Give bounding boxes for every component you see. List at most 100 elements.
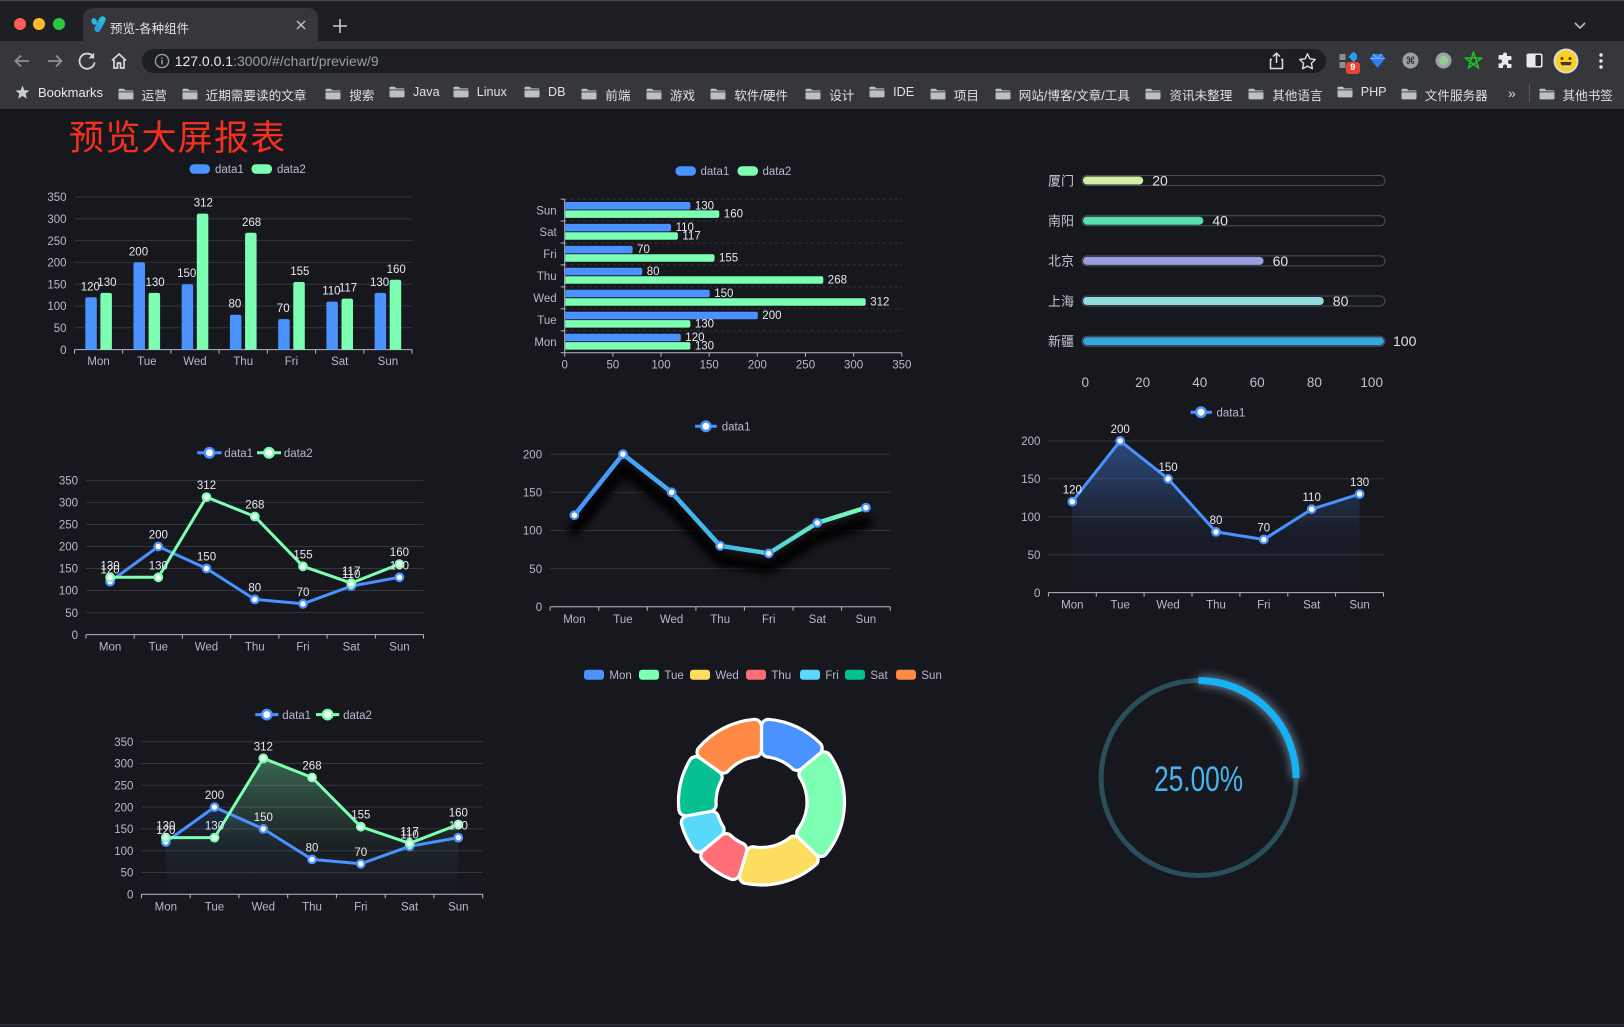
- svg-text:350: 350: [114, 737, 133, 749]
- svg-text:data1: data1: [701, 166, 730, 178]
- svg-text:120: 120: [156, 825, 175, 837]
- svg-text:data1: data1: [282, 710, 311, 722]
- svg-text:Sun: Sun: [856, 614, 876, 626]
- svg-text:Mon: Mon: [609, 670, 631, 682]
- svg-text:Tue: Tue: [664, 670, 683, 682]
- svg-text:117: 117: [400, 826, 418, 838]
- svg-text:110: 110: [676, 222, 694, 234]
- svg-text:100: 100: [59, 586, 78, 598]
- svg-text:Fri: Fri: [762, 614, 775, 626]
- svg-text:60: 60: [1250, 375, 1265, 390]
- svg-text:0: 0: [1034, 588, 1040, 600]
- svg-text:Sat: Sat: [401, 901, 419, 913]
- svg-text:130: 130: [695, 318, 714, 330]
- svg-text:155: 155: [293, 549, 312, 561]
- svg-text:200: 200: [1021, 436, 1040, 448]
- svg-text:200: 200: [205, 790, 224, 802]
- svg-text:Tue: Tue: [613, 614, 632, 626]
- svg-text:150: 150: [1021, 474, 1040, 486]
- svg-text:Sun: Sun: [921, 670, 941, 682]
- svg-text:上海: 上海: [1048, 294, 1074, 309]
- svg-text:70: 70: [1257, 523, 1270, 535]
- svg-text:350: 350: [47, 192, 66, 204]
- svg-text:北京: 北京: [1048, 254, 1074, 269]
- svg-text:300: 300: [114, 759, 133, 771]
- svg-text:117: 117: [339, 283, 357, 295]
- svg-text:100: 100: [1021, 512, 1040, 524]
- svg-text:70: 70: [297, 587, 310, 599]
- svg-text:130: 130: [146, 277, 165, 289]
- svg-text:Mon: Mon: [1061, 600, 1083, 612]
- svg-text:70: 70: [277, 303, 290, 315]
- svg-text:data1: data1: [215, 164, 244, 176]
- svg-text:Wed: Wed: [660, 614, 683, 626]
- svg-text:150: 150: [177, 268, 196, 280]
- svg-text:Fri: Fri: [296, 642, 309, 654]
- svg-text:312: 312: [254, 741, 273, 753]
- svg-text:Thu: Thu: [537, 271, 557, 283]
- svg-text:130: 130: [205, 821, 224, 833]
- svg-text:200: 200: [762, 310, 781, 322]
- svg-text:新疆: 新疆: [1048, 334, 1074, 349]
- svg-text:Mon: Mon: [563, 614, 585, 626]
- svg-text:250: 250: [47, 236, 66, 248]
- svg-text:100: 100: [114, 846, 133, 858]
- svg-text:130: 130: [156, 821, 175, 833]
- svg-text:200: 200: [523, 449, 542, 461]
- svg-text:200: 200: [114, 802, 133, 814]
- svg-text:150: 150: [714, 288, 733, 300]
- svg-text:Wed: Wed: [533, 293, 556, 305]
- svg-text:100: 100: [523, 526, 542, 538]
- svg-text:Tue: Tue: [1111, 600, 1130, 612]
- svg-text:130: 130: [1350, 477, 1369, 489]
- svg-text:data1: data1: [224, 448, 253, 460]
- svg-text:Wed: Wed: [252, 901, 275, 913]
- svg-text:160: 160: [449, 808, 468, 820]
- svg-text:70: 70: [354, 847, 367, 859]
- svg-text:0: 0: [72, 630, 78, 642]
- svg-text:Sun: Sun: [448, 901, 468, 913]
- svg-text:100: 100: [1393, 333, 1417, 349]
- svg-text:data2: data2: [277, 164, 306, 176]
- svg-text:Thu: Thu: [710, 614, 730, 626]
- svg-text:0: 0: [1082, 375, 1090, 390]
- svg-text:100: 100: [47, 301, 66, 313]
- svg-text:Wed: Wed: [1156, 600, 1179, 612]
- svg-text:40: 40: [1212, 213, 1228, 229]
- svg-text:data2: data2: [284, 448, 313, 460]
- svg-text:130: 130: [370, 277, 389, 289]
- svg-text:120: 120: [685, 332, 704, 344]
- svg-text:300: 300: [47, 214, 66, 226]
- svg-text:50: 50: [607, 360, 620, 372]
- svg-text:312: 312: [197, 480, 216, 492]
- svg-text:Thu: Thu: [302, 901, 322, 913]
- svg-text:Wed: Wed: [183, 356, 206, 368]
- svg-text:312: 312: [194, 198, 213, 210]
- svg-text:Thu: Thu: [233, 356, 253, 368]
- svg-text:130: 130: [101, 560, 120, 572]
- svg-text:Fri: Fri: [1257, 600, 1270, 612]
- svg-text:Sat: Sat: [809, 614, 827, 626]
- svg-text:data1: data1: [1217, 407, 1246, 419]
- svg-text:Sat: Sat: [331, 356, 349, 368]
- svg-text:50: 50: [121, 868, 134, 880]
- svg-text:Sun: Sun: [1349, 600, 1369, 612]
- svg-text:200: 200: [149, 530, 168, 542]
- svg-text:120: 120: [1063, 485, 1082, 497]
- svg-text:130: 130: [149, 560, 168, 572]
- svg-text:110: 110: [342, 569, 360, 581]
- svg-text:Mon: Mon: [99, 642, 121, 654]
- svg-text:Sat: Sat: [1303, 600, 1321, 612]
- svg-text:150: 150: [197, 552, 216, 564]
- svg-text:80: 80: [647, 266, 660, 278]
- svg-text:268: 268: [828, 275, 847, 287]
- svg-text:厦门: 厦门: [1048, 173, 1074, 188]
- svg-text:268: 268: [245, 500, 264, 512]
- svg-text:130: 130: [695, 200, 714, 212]
- svg-text:117: 117: [342, 566, 360, 578]
- svg-text:Sun: Sun: [378, 356, 398, 368]
- svg-text:155: 155: [290, 266, 309, 278]
- svg-text:Tue: Tue: [137, 356, 156, 368]
- svg-text:312: 312: [870, 297, 889, 309]
- svg-text:Wed: Wed: [715, 670, 738, 682]
